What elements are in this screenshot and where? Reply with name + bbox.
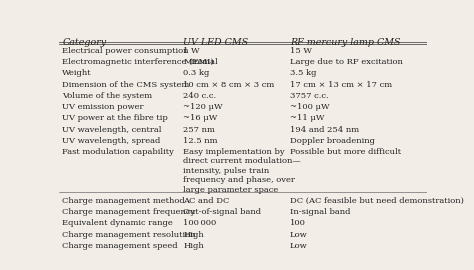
Text: 257 nm: 257 nm xyxy=(183,126,215,134)
Text: 15 W: 15 W xyxy=(290,47,312,55)
Text: Equivalent dynamic range: Equivalent dynamic range xyxy=(62,219,173,227)
Text: DC (AC feasible but need demonstration): DC (AC feasible but need demonstration) xyxy=(290,197,464,205)
Text: UV power at the fibre tip: UV power at the fibre tip xyxy=(62,114,168,122)
Text: 100: 100 xyxy=(290,219,306,227)
Text: Charge management frequency: Charge management frequency xyxy=(62,208,195,216)
Text: Weight: Weight xyxy=(62,69,92,77)
Text: ~120 μW: ~120 μW xyxy=(183,103,223,111)
Text: 17 cm × 13 cm × 17 cm: 17 cm × 13 cm × 17 cm xyxy=(290,81,392,89)
Text: Large due to RF excitation: Large due to RF excitation xyxy=(290,58,403,66)
Text: Charge management resolution: Charge management resolution xyxy=(62,231,196,238)
Text: 3757 c.c.: 3757 c.c. xyxy=(290,92,328,100)
Text: In-signal band: In-signal band xyxy=(290,208,350,216)
Text: Low: Low xyxy=(290,242,308,250)
Text: Easy implementation by
direct current modulation—
intensity, pulse train
frequen: Easy implementation by direct current mo… xyxy=(183,148,301,194)
Text: UV wavelength, central: UV wavelength, central xyxy=(62,126,162,134)
Text: ~11 μW: ~11 μW xyxy=(290,114,324,122)
Text: 194 and 254 nm: 194 and 254 nm xyxy=(290,126,359,134)
Text: 100 000: 100 000 xyxy=(183,219,217,227)
Text: Volume of the system: Volume of the system xyxy=(62,92,152,100)
Text: 12.5 nm: 12.5 nm xyxy=(183,137,218,145)
Text: High: High xyxy=(183,231,204,238)
Text: Electrical power consumption: Electrical power consumption xyxy=(62,47,189,55)
Text: UV emission power: UV emission power xyxy=(62,103,144,111)
Text: 3.5 kg: 3.5 kg xyxy=(290,69,317,77)
Text: Charge management speed: Charge management speed xyxy=(62,242,178,250)
Text: Electromagnetic interference (EMI): Electromagnetic interference (EMI) xyxy=(62,58,214,66)
Text: Category: Category xyxy=(62,38,106,47)
Text: Charge management method: Charge management method xyxy=(62,197,185,205)
Text: RF mercury lamp CMS: RF mercury lamp CMS xyxy=(290,38,401,47)
Text: UV LED CMS: UV LED CMS xyxy=(183,38,248,47)
Text: Doppler broadening: Doppler broadening xyxy=(290,137,375,145)
Text: High: High xyxy=(183,242,204,250)
Text: AC and DC: AC and DC xyxy=(183,197,230,205)
Text: 240 c.c.: 240 c.c. xyxy=(183,92,217,100)
Text: Minimal: Minimal xyxy=(183,58,218,66)
Text: ~16 μW: ~16 μW xyxy=(183,114,218,122)
Text: 10 cm × 8 cm × 3 cm: 10 cm × 8 cm × 3 cm xyxy=(183,81,274,89)
Text: Dimension of the CMS system: Dimension of the CMS system xyxy=(62,81,190,89)
Text: Fast modulation capability: Fast modulation capability xyxy=(62,148,174,156)
Text: UV wavelength, spread: UV wavelength, spread xyxy=(62,137,161,145)
Text: ~100 μW: ~100 μW xyxy=(290,103,329,111)
Text: 1 W: 1 W xyxy=(183,47,200,55)
Text: Possible but more difficult: Possible but more difficult xyxy=(290,148,401,156)
Text: 0.3 kg: 0.3 kg xyxy=(183,69,210,77)
Text: Out-of-signal band: Out-of-signal band xyxy=(183,208,262,216)
Text: Low: Low xyxy=(290,231,308,238)
